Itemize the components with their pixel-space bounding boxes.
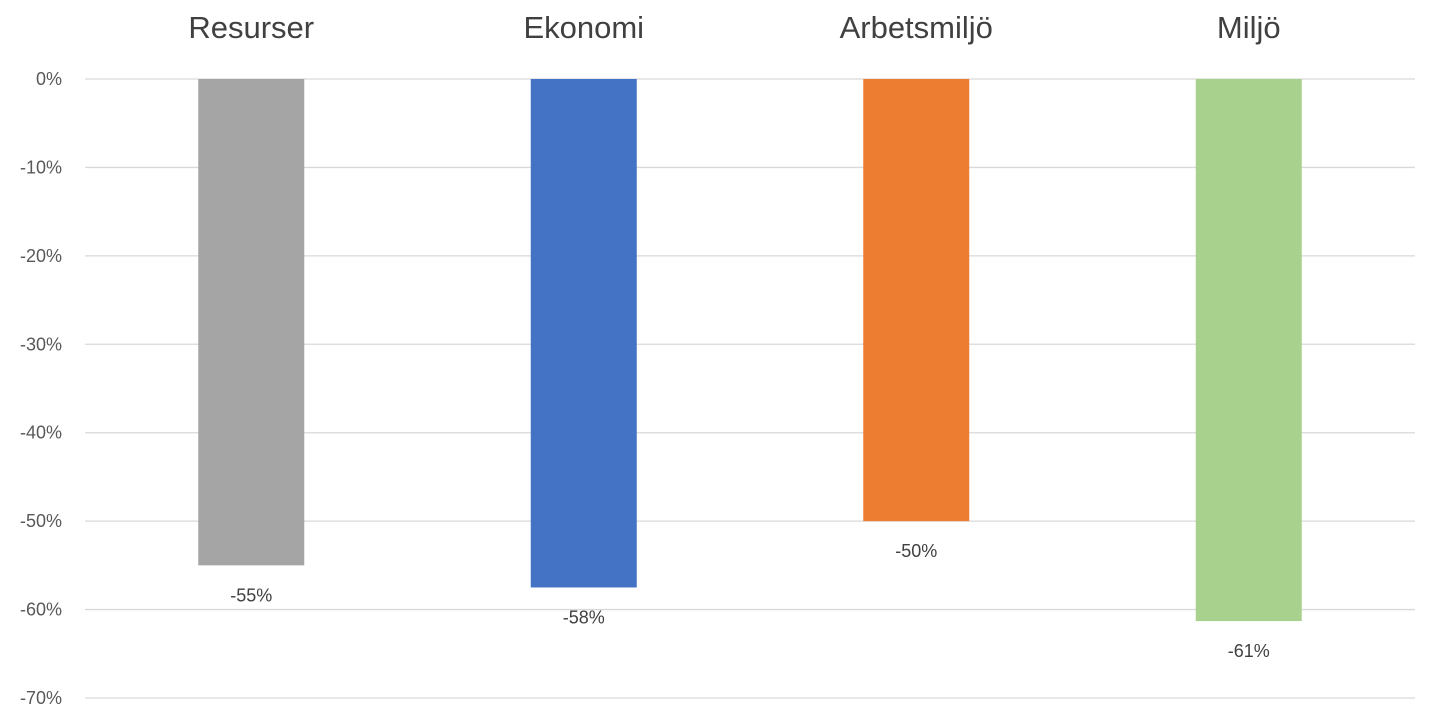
data-labels: -55% -58% -50% -61% xyxy=(230,541,1270,661)
bar xyxy=(1195,79,1302,622)
y-tick-label: -70% xyxy=(20,688,62,708)
category-label: Arbetsmiljö xyxy=(840,10,993,45)
data-label: -61% xyxy=(1228,641,1270,661)
y-tick-label: -60% xyxy=(20,600,62,620)
category-label: Ekonomi xyxy=(523,10,644,45)
bar xyxy=(198,79,305,566)
data-label: -58% xyxy=(563,607,605,627)
y-tick-label: -40% xyxy=(20,423,62,443)
y-tick-label: 0% xyxy=(36,69,62,89)
bars xyxy=(198,79,1302,622)
data-label: -55% xyxy=(230,585,272,605)
y-tick-label: -50% xyxy=(20,511,62,531)
category-label: Resurser xyxy=(188,10,314,45)
category-labels: Resurser Ekonomi Arbetsmiljö Miljö xyxy=(188,10,1280,45)
y-tick-label: -10% xyxy=(20,157,62,177)
category-label: Miljö xyxy=(1217,10,1281,45)
y-tick-label: -30% xyxy=(20,334,62,354)
bar xyxy=(863,79,970,522)
y-tick-label: -20% xyxy=(20,246,62,266)
gridlines xyxy=(85,78,1415,699)
bar xyxy=(530,79,637,588)
data-label: -50% xyxy=(895,541,937,561)
y-axis-tick-labels: 0% -10% -20% -30% -40% -50% -60% -70% xyxy=(20,69,62,708)
